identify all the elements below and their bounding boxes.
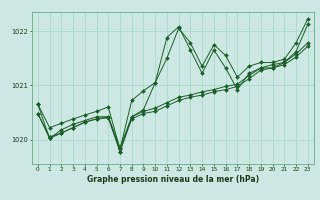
X-axis label: Graphe pression niveau de la mer (hPa): Graphe pression niveau de la mer (hPa) [87,175,259,184]
